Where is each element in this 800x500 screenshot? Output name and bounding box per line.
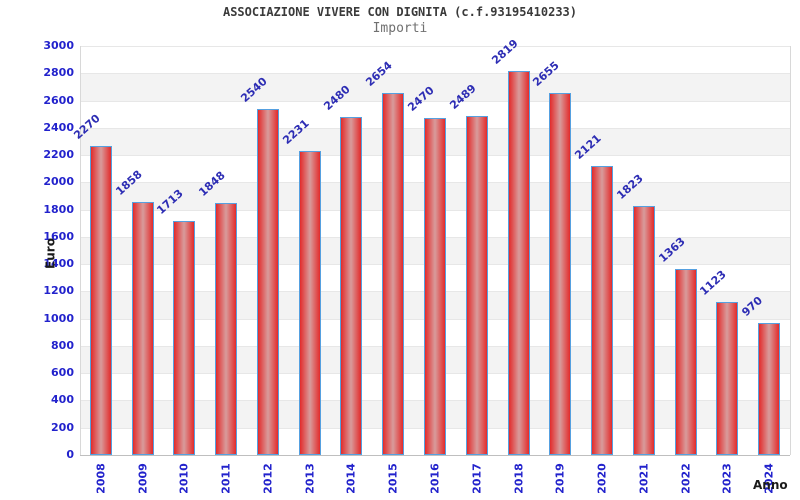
bar-2014 — [340, 116, 363, 455]
bar-2019 — [549, 93, 572, 455]
x-axis-title: Anno — [753, 478, 788, 492]
y-tick-label: 1200 — [43, 284, 74, 298]
gridline — [80, 46, 790, 47]
y-axis-title: Euro — [43, 238, 58, 269]
bar-2018 — [507, 70, 530, 455]
x-tick-label: 2015 — [386, 463, 400, 494]
y-tick-label: 2000 — [43, 175, 74, 189]
x-tick-label: 2018 — [512, 463, 526, 494]
bar-2024 — [758, 322, 781, 455]
bar-2011 — [215, 203, 238, 455]
y-tick-label: 1400 — [43, 257, 74, 271]
x-axis-line — [80, 455, 790, 456]
bar-2020 — [591, 165, 614, 455]
y-tick-label: 1600 — [43, 229, 74, 243]
x-tick-label: 2021 — [637, 463, 651, 494]
y-tick-label: 2600 — [43, 93, 74, 107]
y-tick-label: 0 — [66, 448, 74, 461]
x-tick-label: 2013 — [303, 463, 317, 494]
bar-2010 — [173, 221, 196, 455]
x-tick-label: 2019 — [553, 463, 567, 494]
gridline — [80, 73, 790, 75]
x-tick-label: 2011 — [219, 463, 233, 494]
grid-band — [80, 46, 790, 74]
chart-title: ASSOCIAZIONE VIVERE CON DIGNITA (c.f.931… — [222, 5, 577, 19]
x-tick-label: 2009 — [136, 463, 150, 494]
y-tick-label: 2400 — [43, 120, 74, 134]
bar-2008 — [89, 145, 112, 455]
x-tick-label: 2016 — [428, 463, 442, 494]
x-tick-label: 2022 — [679, 463, 693, 494]
x-tick-label: 2010 — [177, 463, 191, 494]
x-tick-label: 2014 — [344, 463, 358, 494]
x-tick-label: 2023 — [720, 463, 734, 494]
y-tick-label: 800 — [51, 338, 74, 352]
bar-2009 — [131, 201, 154, 455]
gridline — [80, 100, 790, 102]
bar-2013 — [298, 150, 321, 455]
x-tick-label: 2008 — [94, 463, 108, 494]
chart-subtitle: Importi — [372, 21, 428, 36]
bar-2017 — [465, 115, 488, 455]
x-tick-label: 2017 — [470, 463, 484, 494]
bar-2012 — [256, 108, 279, 455]
bar-2015 — [382, 93, 405, 455]
y-tick-label: 2200 — [43, 148, 74, 162]
plot-left-border — [80, 46, 81, 455]
y-tick-label: 1000 — [43, 311, 74, 325]
bar-2022 — [674, 269, 697, 455]
y-tick-label: 2800 — [43, 66, 74, 80]
x-tick-label: 2012 — [261, 463, 275, 494]
bar-2021 — [632, 206, 655, 455]
plot-right-border — [790, 46, 791, 455]
y-tick-label: 400 — [51, 393, 74, 407]
y-tick-label: 1800 — [43, 202, 74, 216]
bar-2023 — [716, 301, 739, 455]
y-tick-label: 200 — [51, 420, 74, 434]
y-tick-label: 3000 — [43, 39, 74, 52]
grid-band — [80, 73, 790, 101]
y-tick-label: 600 — [51, 366, 74, 380]
x-tick-label: 2020 — [595, 463, 609, 494]
bar-2016 — [424, 118, 446, 455]
